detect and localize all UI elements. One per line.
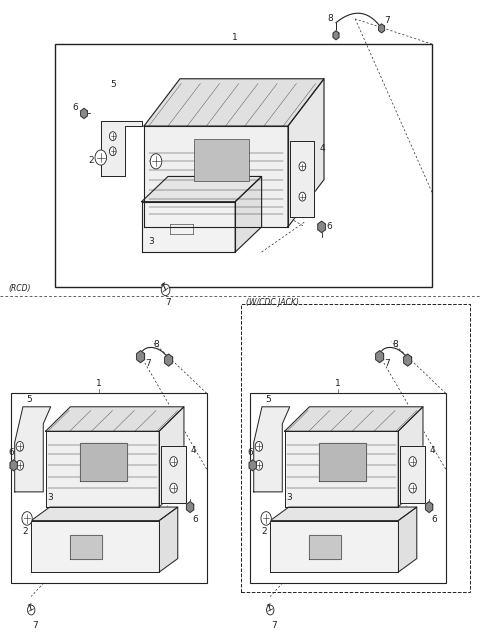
Text: 2: 2 (88, 156, 94, 165)
Polygon shape (165, 354, 172, 366)
Text: 4: 4 (429, 446, 435, 454)
Text: 4: 4 (190, 446, 196, 454)
Polygon shape (159, 507, 178, 572)
Text: 1: 1 (232, 33, 238, 42)
Circle shape (16, 461, 24, 470)
Text: 3: 3 (148, 237, 154, 246)
Polygon shape (398, 407, 423, 507)
Polygon shape (270, 521, 398, 572)
Polygon shape (161, 446, 186, 503)
Circle shape (170, 483, 177, 493)
Polygon shape (270, 507, 417, 521)
Text: 5: 5 (110, 80, 116, 90)
Polygon shape (376, 351, 384, 363)
Text: 6: 6 (192, 515, 198, 524)
Polygon shape (142, 176, 262, 202)
Text: 2: 2 (22, 526, 27, 535)
Polygon shape (285, 431, 398, 507)
Text: 6: 6 (8, 448, 14, 457)
Text: 5: 5 (265, 394, 271, 404)
Text: (RCD): (RCD) (9, 284, 31, 293)
Circle shape (16, 442, 24, 451)
Polygon shape (159, 407, 184, 507)
Text: 3: 3 (287, 493, 292, 502)
Polygon shape (144, 79, 324, 126)
Text: 7: 7 (272, 621, 277, 630)
Circle shape (22, 512, 32, 525)
Circle shape (109, 131, 116, 140)
Polygon shape (142, 202, 235, 252)
Polygon shape (10, 460, 17, 471)
Text: 6: 6 (432, 515, 437, 524)
Bar (11, 393, 206, 583)
Circle shape (255, 442, 263, 451)
Circle shape (299, 162, 306, 171)
Polygon shape (46, 431, 159, 507)
Circle shape (95, 150, 107, 165)
Text: 6: 6 (326, 222, 332, 231)
Polygon shape (235, 176, 262, 252)
Circle shape (27, 605, 35, 615)
Circle shape (299, 192, 306, 201)
Text: 4: 4 (319, 143, 325, 153)
Polygon shape (81, 109, 87, 118)
Circle shape (170, 457, 177, 466)
Text: 6: 6 (247, 448, 253, 457)
Polygon shape (249, 460, 256, 471)
Polygon shape (319, 442, 366, 480)
Polygon shape (46, 407, 184, 431)
Polygon shape (144, 126, 288, 227)
Polygon shape (333, 31, 339, 40)
Polygon shape (400, 446, 425, 503)
Polygon shape (254, 407, 290, 492)
Polygon shape (137, 351, 144, 363)
Polygon shape (15, 407, 51, 492)
Text: 2: 2 (261, 526, 266, 535)
Text: 5: 5 (26, 394, 32, 404)
Text: 8: 8 (392, 340, 398, 349)
Polygon shape (290, 141, 314, 217)
Text: 7: 7 (165, 298, 171, 307)
Text: 8: 8 (328, 15, 334, 23)
Polygon shape (288, 79, 324, 227)
Circle shape (109, 147, 116, 155)
Bar (250, 393, 445, 583)
Circle shape (150, 154, 162, 169)
Polygon shape (398, 507, 417, 572)
Text: 1: 1 (335, 379, 341, 388)
Circle shape (409, 483, 416, 493)
Polygon shape (187, 502, 194, 513)
Text: (W/CDC JACK): (W/CDC JACK) (246, 298, 299, 307)
Polygon shape (285, 407, 423, 431)
Text: 7: 7 (384, 16, 390, 25)
Text: 7: 7 (145, 360, 150, 368)
Polygon shape (404, 354, 411, 366)
Circle shape (161, 284, 170, 296)
Polygon shape (318, 221, 325, 233)
Text: 6: 6 (72, 102, 78, 112)
Polygon shape (70, 535, 102, 559)
Text: 7: 7 (33, 621, 38, 630)
Circle shape (409, 457, 416, 466)
Polygon shape (80, 442, 127, 480)
Circle shape (261, 512, 271, 525)
Circle shape (266, 605, 274, 615)
Polygon shape (309, 535, 341, 559)
Polygon shape (426, 502, 433, 513)
Circle shape (255, 461, 263, 470)
Polygon shape (31, 507, 178, 521)
Bar (55, 44, 432, 287)
Polygon shape (101, 121, 142, 176)
Polygon shape (379, 24, 384, 33)
Bar (194, 139, 249, 181)
Polygon shape (31, 521, 159, 572)
Text: 8: 8 (153, 340, 159, 349)
Text: 3: 3 (48, 493, 53, 502)
Text: 7: 7 (384, 360, 389, 368)
Text: 1: 1 (96, 379, 102, 388)
